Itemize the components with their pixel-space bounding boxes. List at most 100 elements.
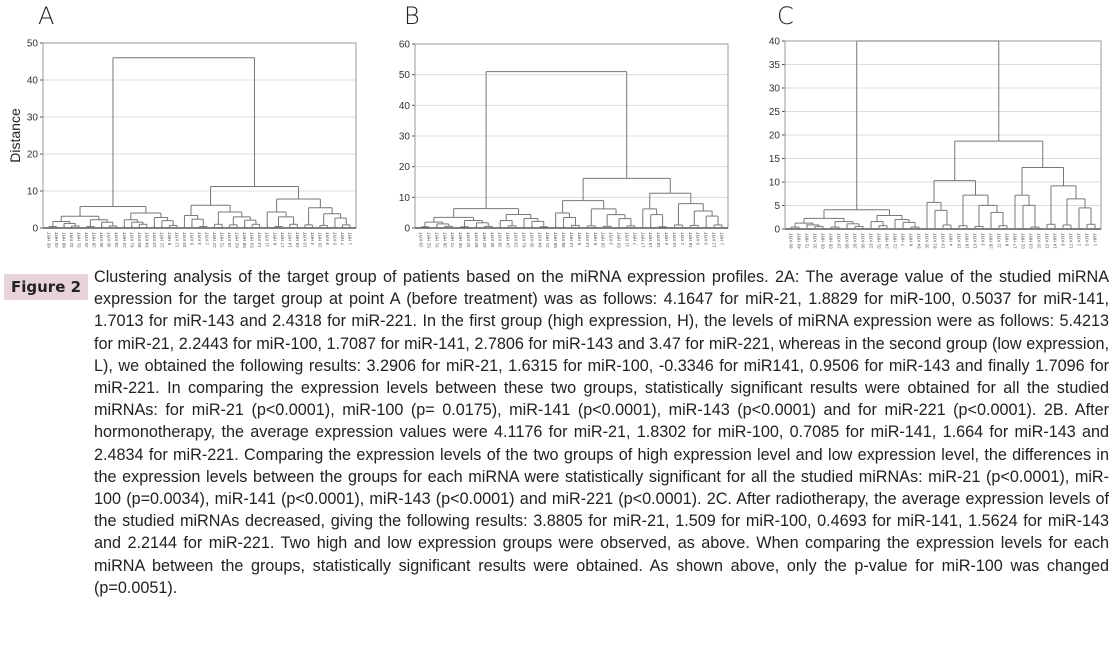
- leaf-label: 72 HRT: [220, 232, 225, 248]
- leaf-label: 7 HRT: [340, 232, 345, 245]
- leaf-label: 14 HRT: [287, 232, 292, 248]
- dendrogram-c: 0 5 10 15 20 25 30 35 40 60 KRT 43 HRT 72 HRT 32 KRT…: [769, 37, 1102, 249]
- leaf-label: 68 HRT: [553, 232, 558, 248]
- leaf-label: 2 KRT: [1077, 233, 1082, 246]
- leaf-label: 33 KRT: [182, 232, 187, 248]
- leaf-label: 16 HRT: [965, 233, 970, 249]
- leaf-label: 30 KRT: [861, 233, 866, 249]
- leaf-label: 29 KRT: [419, 232, 424, 248]
- leaf-label: 19 HRT: [295, 232, 300, 248]
- figure-caption: Clustering analysis of the target group …: [94, 268, 1109, 597]
- leaf-label: 3 KRT: [197, 232, 202, 245]
- y-tick-label: 20: [27, 150, 39, 161]
- y-tick-label: 20: [399, 162, 411, 173]
- leaf-label: 7 HRT: [632, 232, 637, 245]
- leaf-label: 54 KRT: [537, 232, 542, 248]
- y-tick-label: 10: [27, 187, 39, 198]
- leaf-label: 22 HRT: [159, 232, 164, 248]
- leaf-label: 22 HRT: [893, 233, 898, 249]
- leaf-label: 22 HRT: [212, 232, 217, 248]
- leaf-label: 12 KRT: [174, 232, 179, 248]
- leaf-label: 8 HRT: [1005, 233, 1010, 246]
- leaf-label: 43 HRT: [797, 233, 802, 249]
- leaf-label: 60 KRT: [137, 232, 142, 248]
- leaf-label: 23 KRT: [152, 232, 157, 248]
- leaf-label: 35 KRT: [490, 232, 495, 248]
- leaf-label: 15 KRT: [1045, 233, 1050, 249]
- leaf-label: 60 KRT: [789, 233, 794, 249]
- leaf-label: 24 HRT: [122, 232, 127, 248]
- leaf-label: 65 HRT: [47, 232, 52, 248]
- leaf-label: 55 HRT: [458, 232, 463, 248]
- leaf-label: 31 HRT: [77, 232, 82, 248]
- leaf-label: 15 KRT: [302, 232, 307, 248]
- leaf-label: 61 KRT: [129, 232, 134, 248]
- leaf-label: 24 HRT: [506, 232, 511, 248]
- leaf-label: 9 KRT: [704, 232, 709, 245]
- leaf-label: 32 KRT: [69, 232, 74, 248]
- leaf-label: 36 KRT: [99, 232, 104, 248]
- leaf-label: 8 HRT: [577, 232, 582, 245]
- leaf-label: 29 KRT: [837, 233, 842, 249]
- leaf-label: 58 KRT: [561, 232, 566, 248]
- leaf-label: 20 HRT: [317, 232, 322, 248]
- leaf-label: 30 KRT: [107, 232, 112, 248]
- leaf-label: 14 HRT: [569, 232, 574, 248]
- leaf-label: 11 KRT: [624, 232, 629, 247]
- leaf-label: 26 KRT: [498, 232, 503, 248]
- leaf-label: 19 KRT: [941, 233, 946, 249]
- leaf-label: 23 KRT: [514, 232, 519, 248]
- y-tick-label: 40: [27, 76, 39, 87]
- leaf-label: 5 KRT: [332, 232, 337, 245]
- leaf-label: 13 KRT: [973, 233, 978, 249]
- leaf-label: 2 KRT: [205, 232, 210, 245]
- y-tick-label: 0: [32, 224, 38, 235]
- y-tick-label: 35: [769, 60, 781, 71]
- y-tick-label: 0: [774, 225, 780, 236]
- leaf-label: 53 HRT: [617, 232, 622, 248]
- leaf-label: 11 KRT: [997, 233, 1002, 248]
- leaf-label: 28 HRT: [989, 233, 994, 249]
- leaf-label: 4 HRT: [310, 232, 315, 245]
- y-tick-label: 30: [769, 84, 781, 95]
- leaf-label: 52 HRT: [426, 232, 431, 248]
- leaf-label: 31 HRT: [434, 232, 439, 248]
- leaf-label: 26 KRT: [853, 233, 858, 249]
- leaf-label: 20 HRT: [601, 232, 606, 248]
- leaf-label: 3 KRT: [981, 233, 986, 246]
- y-tick-label: 10: [769, 178, 781, 189]
- leaf-label: 35 KRT: [925, 233, 930, 249]
- leaf-label: 17 HRT: [1013, 233, 1018, 249]
- leaf-label: 61 KRT: [521, 232, 526, 248]
- leaf-label: 61 KRT: [933, 233, 938, 249]
- leaf-label: 1 HRT: [1093, 233, 1098, 246]
- leaf-label: 26 KRT: [114, 232, 119, 248]
- leaf-label: 72 HRT: [805, 233, 810, 249]
- leaf-label: 6 HRT: [593, 232, 598, 245]
- leaf-label: 25 KRT: [84, 232, 89, 248]
- leaf-label: 6 KRT: [189, 232, 194, 245]
- leaf-label: 43 HRT: [482, 232, 487, 248]
- y-tick-label: 60: [399, 40, 411, 51]
- leaf-label: 17 HRT: [280, 232, 285, 248]
- leaf-label: 9 KRT: [325, 232, 330, 245]
- panel-letter-c: C: [777, 2, 794, 30]
- y-tick-label: 0: [404, 224, 410, 235]
- leaf-label: 13 KRT: [257, 232, 262, 248]
- leaf-label: 54 KRT: [144, 232, 149, 248]
- leaf-label: 28 HRT: [92, 232, 97, 248]
- panel-letter-a: A: [38, 2, 55, 30]
- leaf-label: 32 KRT: [466, 232, 471, 248]
- leaf-label: 65 HRT: [821, 233, 826, 249]
- leaf-label: 1 HRT: [720, 232, 725, 245]
- y-tick-label: 30: [27, 113, 39, 124]
- dendrogram-b: 0 10 20 30 40 50 60 29 KRT 52 HRT 31 HRT 28 HRT 72 …: [399, 40, 729, 248]
- leaf-label: 68 HRT: [62, 232, 67, 248]
- y-tick-label: 15: [769, 154, 781, 165]
- leaf-label: 16 KRT: [227, 232, 232, 248]
- y-tick-label: 10: [399, 193, 411, 204]
- leaf-label: 53 HRT: [250, 232, 255, 248]
- leaf-label: 43 HRT: [54, 232, 59, 248]
- plot-frame: [42, 42, 357, 229]
- leaf-label: 5 KRT: [1085, 233, 1090, 246]
